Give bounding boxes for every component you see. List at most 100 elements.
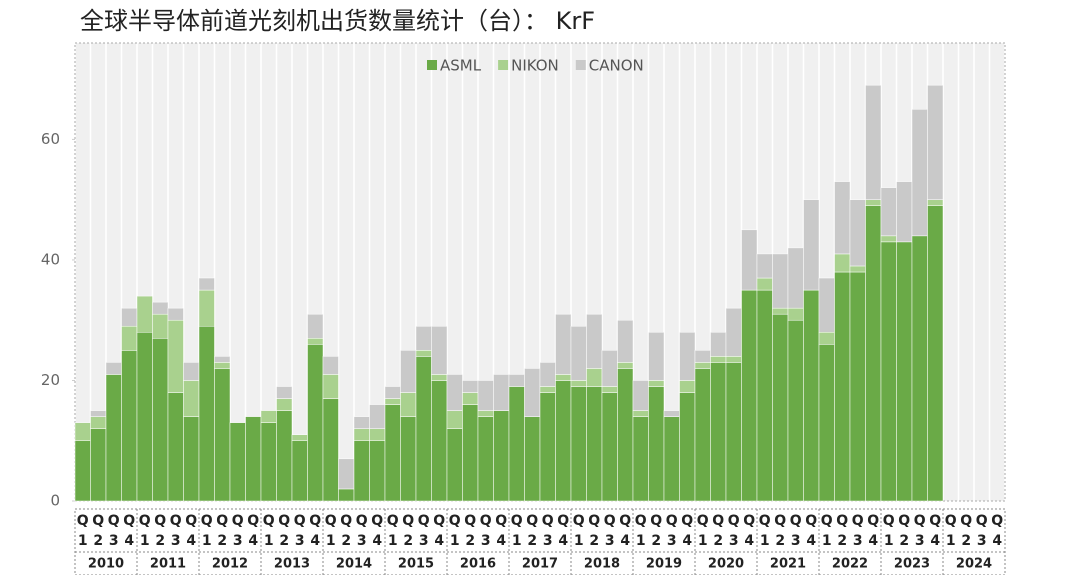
bar-segment: [400, 350, 417, 393]
bar-segment: [136, 332, 153, 502]
x-tick-label: 1: [202, 533, 212, 549]
bar-segment: [446, 410, 463, 429]
bar-segment: [601, 386, 618, 393]
bar-segment: [787, 247, 804, 309]
x-tick-prefix: Q: [728, 513, 740, 529]
bar-segment: [415, 350, 432, 357]
bar-segment: [369, 440, 386, 502]
bar-segment: [74, 422, 91, 441]
x-tick-label: 4: [806, 533, 816, 549]
column-background: [664, 43, 679, 501]
x-tick-prefix: Q: [681, 513, 693, 529]
x-tick-label: 3: [977, 533, 987, 549]
bar-segment: [787, 319, 804, 502]
bar-segment: [710, 362, 727, 502]
bar-segment: [462, 392, 479, 405]
legend-swatch: [575, 60, 586, 70]
bar-segment: [834, 271, 851, 502]
x-tick-prefix: Q: [991, 513, 1003, 529]
bar-segment: [167, 307, 184, 321]
x-tick-label: 2: [775, 533, 785, 549]
bar-segment: [896, 241, 913, 502]
bar-segment: [880, 241, 897, 502]
bar-segment: [555, 374, 572, 381]
bar-segment: [493, 410, 510, 502]
bar-segment: [198, 277, 215, 291]
bar-segment: [260, 410, 277, 423]
x-tick-prefix: Q: [154, 513, 166, 529]
bar-segment: [896, 181, 913, 243]
x-tick-prefix: Q: [77, 513, 89, 529]
x-tick-label: 2: [217, 533, 227, 549]
x-tick-prefix: Q: [278, 513, 290, 529]
bar-segment: [555, 380, 572, 502]
x-tick-label: 4: [682, 533, 692, 549]
bar-segment: [586, 313, 603, 369]
bar-segment: [818, 332, 835, 345]
legend-swatch: [498, 60, 509, 70]
x-tick-label: 2: [713, 533, 723, 549]
year-label: 2020: [708, 557, 744, 572]
bar-segment: [276, 386, 293, 399]
x-tick-prefix: Q: [402, 513, 414, 529]
x-tick-label: 3: [915, 533, 925, 549]
x-tick-prefix: Q: [929, 513, 941, 529]
bar-segment: [725, 307, 742, 357]
bar-segment: [787, 307, 804, 321]
x-tick-label: 4: [744, 533, 754, 549]
bar-segment: [632, 410, 649, 417]
bar-segment: [214, 362, 231, 369]
bar-segment: [818, 277, 835, 333]
column-background: [75, 43, 90, 501]
bar-segment: [400, 416, 417, 502]
x-tick-prefix: Q: [867, 513, 879, 529]
bar-segment: [756, 253, 773, 279]
x-tick-prefix: Q: [821, 513, 833, 529]
y-tick-label: 0: [50, 492, 60, 510]
bar-segment: [214, 368, 231, 502]
bar-segment: [307, 338, 324, 345]
bar-segment: [648, 386, 665, 502]
bar-segment: [927, 199, 944, 206]
bar-segment: [818, 344, 835, 502]
bar-segment: [307, 313, 324, 339]
x-tick-label: 3: [729, 533, 739, 549]
bar-segment: [477, 416, 494, 502]
x-tick-prefix: Q: [201, 513, 213, 529]
x-tick-label: 1: [574, 533, 584, 549]
x-tick-prefix: Q: [604, 513, 616, 529]
x-tick-label: 4: [186, 533, 196, 549]
bar-segment: [570, 386, 587, 502]
bar-segment: [865, 84, 882, 200]
x-tick-prefix: Q: [697, 513, 709, 529]
bar-segment: [415, 325, 432, 351]
x-tick-label: 2: [589, 533, 599, 549]
year-label: 2024: [956, 557, 992, 572]
x-tick-prefix: Q: [480, 513, 492, 529]
x-tick-prefix: Q: [898, 513, 910, 529]
bar-segment: [384, 404, 401, 502]
x-tick-label: 2: [961, 533, 971, 549]
x-tick-prefix: Q: [464, 513, 476, 529]
bar-segment: [198, 325, 215, 502]
x-tick-label: 3: [419, 533, 429, 549]
bar-segment: [245, 416, 262, 502]
bar-segment: [663, 416, 680, 502]
bar-segment: [152, 301, 169, 315]
x-tick-prefix: Q: [712, 513, 724, 529]
bar-segment: [570, 325, 587, 381]
bar-segment: [338, 458, 355, 490]
x-tick-prefix: Q: [511, 513, 523, 529]
legend-label: NIKON: [511, 57, 559, 75]
x-tick-prefix: Q: [619, 513, 631, 529]
x-tick-prefix: Q: [573, 513, 585, 529]
x-tick-label: 4: [124, 533, 134, 549]
bar-segment: [880, 235, 897, 243]
bar-segment: [694, 350, 711, 363]
bar-segment: [167, 319, 184, 393]
x-tick-label: 4: [930, 533, 940, 549]
column-background: [354, 43, 369, 501]
column-background: [974, 43, 989, 501]
x-tick-label: 1: [822, 533, 832, 549]
